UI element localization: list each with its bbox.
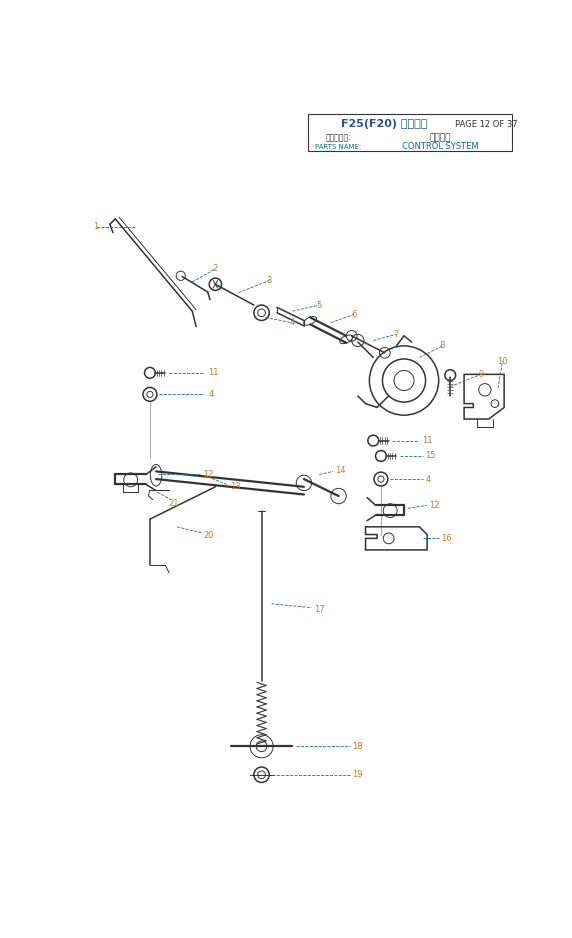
Text: 13: 13 — [230, 481, 241, 491]
Text: 11: 11 — [208, 369, 219, 377]
Text: 17: 17 — [314, 605, 324, 613]
Text: 6: 6 — [351, 310, 357, 319]
Text: 1: 1 — [93, 222, 98, 231]
Text: 3: 3 — [267, 276, 272, 285]
Text: 2: 2 — [213, 265, 218, 273]
Bar — [308, 114, 512, 151]
Text: 控制系统: 控制系统 — [430, 133, 451, 143]
Text: 19: 19 — [352, 770, 363, 779]
Text: 12: 12 — [430, 501, 440, 509]
Text: 9: 9 — [478, 370, 484, 379]
Text: 15: 15 — [426, 451, 436, 461]
Text: PARTS NAME:: PARTS NAME: — [315, 144, 362, 150]
Text: 21: 21 — [168, 499, 179, 508]
Text: 20: 20 — [204, 531, 214, 539]
Text: 14: 14 — [336, 466, 346, 476]
Text: 4: 4 — [426, 475, 431, 484]
Text: 18: 18 — [352, 742, 363, 750]
Text: 16: 16 — [441, 534, 452, 543]
Text: 零部件名称:: 零部件名称: — [325, 133, 351, 143]
Text: F25(F20) 零件手册: F25(F20) 零件手册 — [340, 119, 427, 129]
Text: 5: 5 — [317, 300, 322, 310]
Text: 10: 10 — [497, 356, 508, 366]
Text: 7: 7 — [394, 330, 399, 339]
Text: 4: 4 — [208, 390, 214, 399]
Text: 11: 11 — [422, 436, 432, 445]
Text: 8: 8 — [440, 341, 445, 351]
Text: 4: 4 — [290, 318, 295, 327]
Text: 12: 12 — [203, 470, 213, 479]
Text: CONTROL SYSTEM: CONTROL SYSTEM — [402, 143, 479, 152]
Text: PAGE 12 OF 37: PAGE 12 OF 37 — [455, 119, 517, 129]
